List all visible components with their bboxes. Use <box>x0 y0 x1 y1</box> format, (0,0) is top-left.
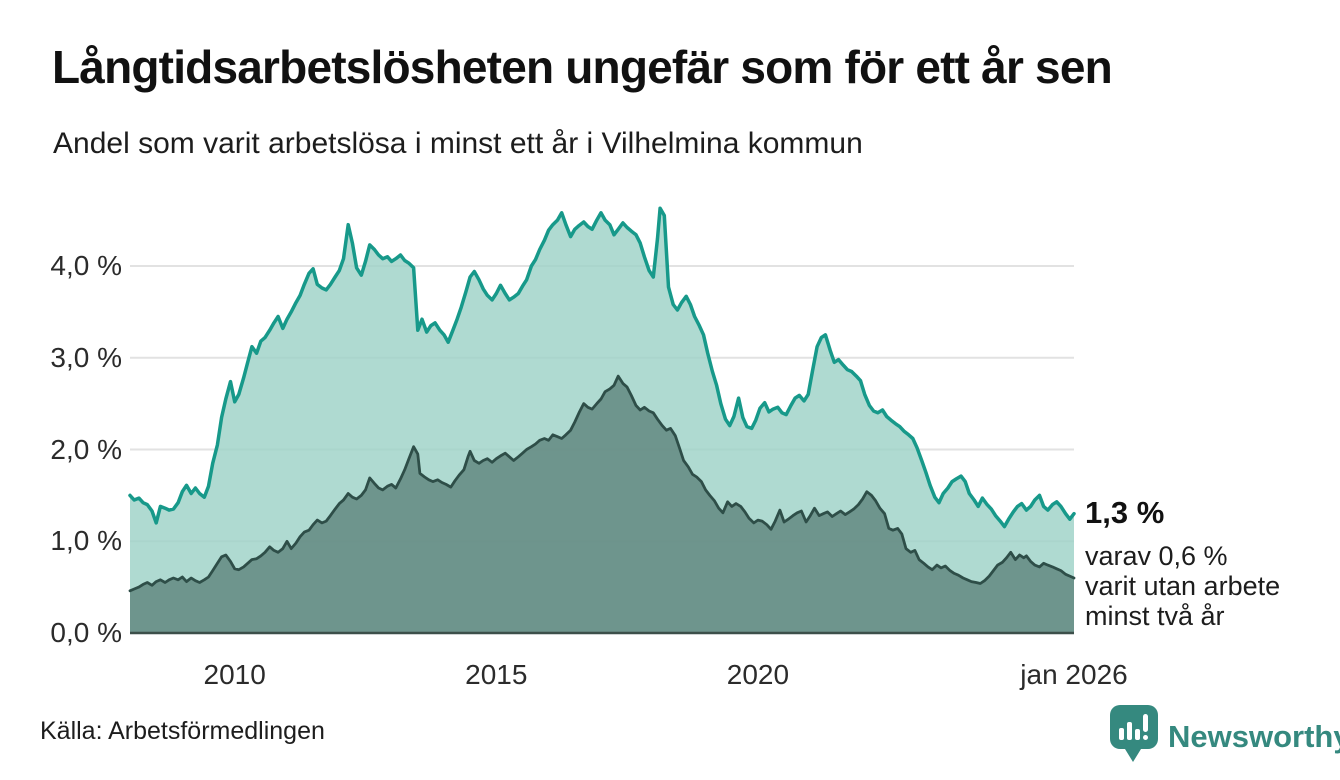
end-value-label: 1,3 % <box>1085 495 1165 530</box>
y-axis-label: 3,0 % <box>50 341 122 373</box>
y-axis-label: 2,0 % <box>50 433 122 465</box>
chart-title: Långtidsarbetslösheten ungefär som för e… <box>52 41 1113 93</box>
newsworthy-logo-text: Newsworthy <box>1168 718 1340 754</box>
y-axis: 0,0 % 1,0 % 2,0 % 3,0 % 4,0 % <box>0 0 126 780</box>
source-note: Källa: Arbetsförmedlingen <box>40 717 325 745</box>
newsworthy-logo-icon <box>1110 705 1158 768</box>
x-axis-label: 2010 <box>203 659 266 690</box>
annotation-line-3: minst två år <box>1085 601 1225 631</box>
minst-tva-ar-line <box>128 374 1076 593</box>
annotation-line-2: varit utan arbete <box>1085 571 1281 601</box>
x-axis-label: jan 2026 <box>1020 659 1128 690</box>
end-value-annotation: 1,3 % varav 0,6 % varit utan arbete mins… <box>1085 495 1335 631</box>
minst-tva-ar-area <box>130 376 1074 633</box>
minst-ett-ar-line <box>128 206 1076 529</box>
y-axis-label: 1,0 % <box>50 525 122 557</box>
y-axis-label: 4,0 % <box>50 250 122 281</box>
x-axis-label: 2015 <box>465 659 528 690</box>
x-axis-label: 2020 <box>726 659 790 690</box>
chart-subtitle: Andel som varit arbetslösa i minst ett å… <box>53 127 863 160</box>
annotation-line-1: varav 0,6 % <box>1085 541 1228 571</box>
y-axis-label: 0,0 % <box>50 617 122 648</box>
newsworthy-logo[interactable]: Newsworthy <box>1110 705 1340 768</box>
